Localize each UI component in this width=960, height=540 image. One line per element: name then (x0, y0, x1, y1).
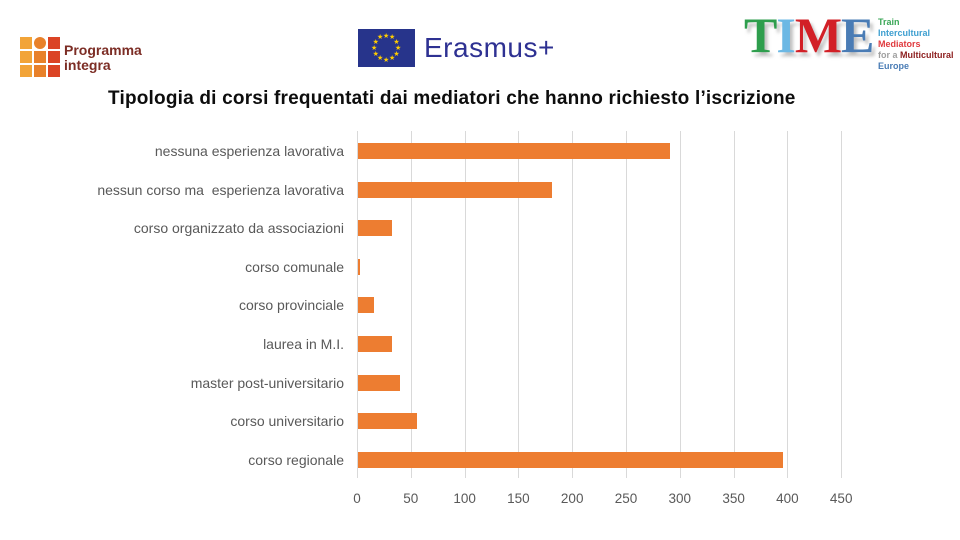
bar (358, 297, 375, 314)
bar (358, 451, 784, 468)
gridline (410, 131, 412, 478)
plot-area (357, 131, 877, 478)
eu-star-icon: ★ (372, 50, 379, 58)
programma-integra-logo: Programma integra (20, 37, 142, 77)
gridline (626, 131, 627, 478)
category-label: corso regionale (248, 451, 344, 468)
chart-title: Tipologia di corsi frequentati dai media… (108, 88, 796, 109)
x-tick-label: 250 (614, 491, 638, 506)
category-label: laurea in M.I. (263, 336, 344, 352)
programma-integra-wordmark: Programma integra (64, 43, 142, 73)
category-label: corso organizzato da associazioni (133, 220, 344, 237)
x-tick-label: 400 (776, 491, 799, 506)
gridline (841, 131, 843, 478)
eu-star-icon: ★ (377, 54, 384, 62)
time-letter-t: T (744, 7, 777, 63)
eu-star-icon: ★ (377, 34, 384, 42)
gridline (518, 131, 520, 478)
eu-star-icon: ★ (389, 54, 396, 62)
time-letter-e: E (841, 7, 874, 63)
bar (358, 181, 552, 198)
time-tagline-line5: Europe (878, 61, 910, 71)
gridline (464, 131, 466, 478)
category-label: nessun corso ma esperienza lavorativa (97, 181, 344, 198)
programma-integra-line1: Programma (64, 42, 142, 58)
category-label: corso provinciale (238, 297, 344, 314)
time-letter-i: I (776, 7, 795, 63)
category-label: nessuna esperienza lavorativa (154, 143, 344, 159)
eu-star-icon: ★ (395, 44, 402, 52)
bar (358, 143, 671, 159)
gridline (787, 131, 789, 478)
x-tick-label: 150 (507, 491, 530, 506)
category-label: corso universitario (230, 413, 344, 430)
gridline (733, 131, 735, 478)
x-tick-label: 200 (560, 491, 584, 506)
eu-star-icon: ★ (383, 32, 390, 40)
x-tick-label: 0 (353, 491, 361, 506)
gridline (572, 131, 574, 478)
eu-star-icon: ★ (393, 38, 400, 46)
time-letter-m: M (794, 7, 842, 63)
x-tick-label: 50 (403, 491, 419, 506)
time-logo: TIME (744, 7, 874, 63)
time-tagline-line4: for a Multicultural (878, 50, 954, 60)
eu-star-icon: ★ (371, 44, 378, 52)
category-axis: nessuna esperienza lavorativa nessun cors… (0, 131, 344, 478)
x-axis: 0 50 100 150 200 250 300 350 400 450 (353, 491, 877, 509)
gridline (679, 131, 681, 478)
category-label: master post-universitario (190, 374, 344, 391)
bar (358, 220, 393, 237)
bar (358, 258, 361, 275)
time-tagline: Train Intercultural Mediators for a Mult… (878, 17, 954, 72)
time-tagline-line1: Train (878, 17, 900, 27)
gridline (357, 131, 358, 478)
time-tagline-line3: Mediators (878, 39, 921, 49)
eu-star-icon: ★ (383, 56, 390, 64)
programma-integra-line2: integra (64, 57, 111, 73)
category-label: corso comunale (245, 258, 344, 275)
eu-star-icon: ★ (393, 50, 400, 58)
programma-integra-icon (20, 37, 60, 77)
bar (358, 336, 393, 352)
time-tagline-line2: Intercultural (878, 28, 931, 38)
eu-star-icon: ★ (372, 38, 379, 46)
x-tick-label: 100 (453, 491, 476, 506)
erasmus-logo-text: Erasmus+ (424, 32, 555, 63)
x-tick-label: 450 (829, 491, 853, 506)
eu-star-icon: ★ (389, 34, 396, 42)
eu-flag-icon: ★ ★ ★ ★ ★ ★ ★ ★ ★ ★ ★ ★ (358, 29, 415, 67)
x-tick-label: 300 (668, 491, 692, 506)
bar (358, 374, 400, 391)
bar (358, 413, 418, 430)
x-tick-label: 350 (722, 491, 745, 506)
